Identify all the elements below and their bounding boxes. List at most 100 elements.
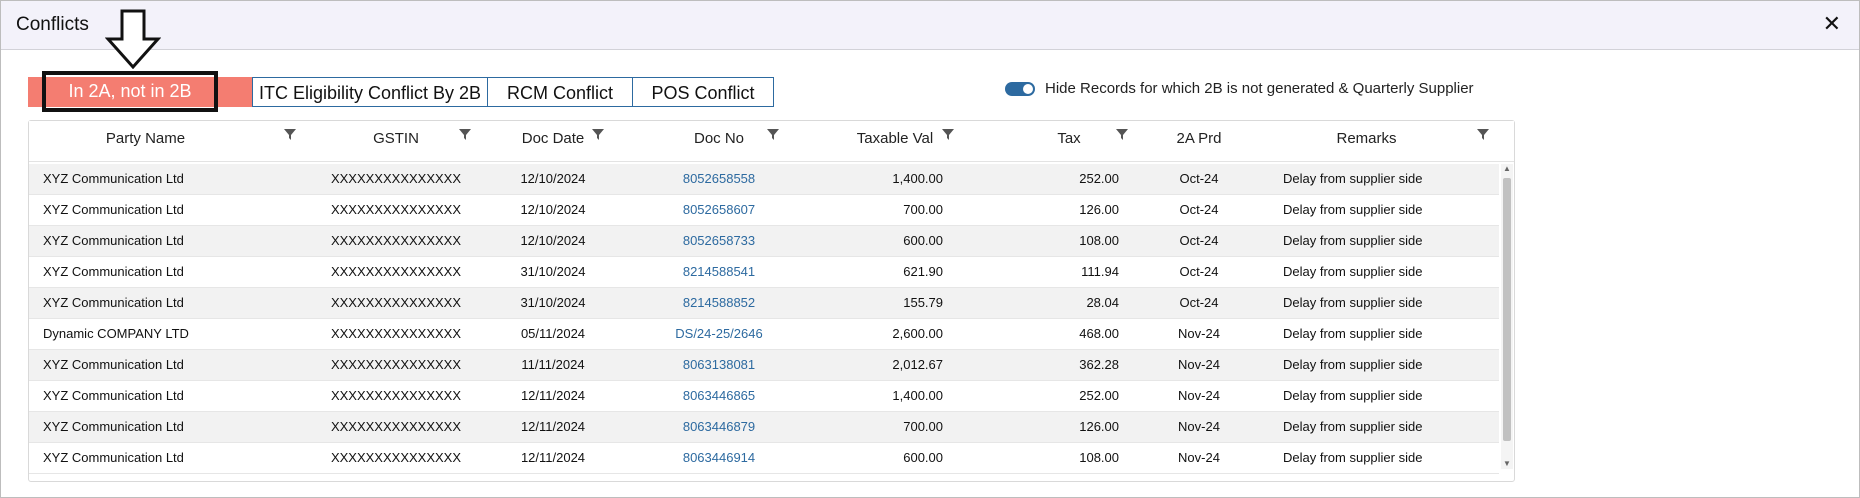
doc-no-link[interactable]: 8214588541 (682, 264, 756, 279)
table-row[interactable]: XYZ Communication Ltd XXXXXXXXXXXXXXX 31… (29, 257, 1499, 288)
doc-no-link[interactable]: 8063138081 (682, 357, 756, 372)
cell-taxable-val: 1,400.00 (892, 171, 943, 186)
table-row[interactable]: XYZ Communication Ltd XXXXXXXXXXXXXXX 12… (29, 226, 1499, 257)
modal-header: Conflicts ✕ (1, 1, 1859, 50)
cell-gstin: XXXXXXXXXXXXXXX (330, 202, 462, 217)
tab-rcm-conflict[interactable]: RCM Conflict (487, 77, 633, 107)
cell-remarks: Delay from supplier side (1283, 450, 1423, 465)
cell-tax: 468.00 (1079, 326, 1119, 341)
column-header-2a-prd: 2A Prd (1176, 130, 1222, 147)
scroll-thumb[interactable] (1503, 178, 1511, 441)
cell-gstin: XXXXXXXXXXXXXXX (330, 264, 462, 279)
down-arrow-icon (105, 9, 161, 69)
cell-taxable-val: 2,012.67 (892, 357, 943, 372)
doc-no-link[interactable]: 8063446879 (682, 419, 756, 434)
cell-doc-date: 31/10/2024 (520, 264, 586, 279)
table-row[interactable]: XYZ Communication Ltd XXXXXXXXXXXXXXX 31… (29, 288, 1499, 319)
doc-no-link[interactable]: 8063446865 (682, 388, 756, 403)
cell-remarks: Delay from supplier side (1283, 202, 1423, 217)
cell-remarks: Delay from supplier side (1283, 326, 1423, 341)
cell-remarks: Delay from supplier side (1283, 419, 1423, 434)
cell-party-name: XYZ Communication Ltd (43, 233, 184, 248)
close-icon[interactable]: ✕ (1822, 11, 1841, 36)
tab-label: RCM Conflict (506, 83, 613, 103)
cell-party-name: XYZ Communication Ltd (43, 202, 184, 217)
doc-no-link[interactable]: 8063446914 (682, 450, 756, 465)
cell-remarks: Delay from supplier side (1283, 264, 1423, 279)
tab-itc-eligibility-conflict[interactable]: ITC Eligibility Conflict By 2B (252, 77, 488, 107)
cell-party-name: XYZ Communication Ltd (43, 450, 184, 465)
filter-icon[interactable] (591, 127, 605, 141)
filter-icon[interactable] (283, 127, 297, 141)
cell-gstin: XXXXXXXXXXXXXXX (330, 357, 462, 372)
conflicts-grid: Party Name GSTIN Doc Date Doc No Taxable… (28, 120, 1515, 482)
column-header-doc-no: Doc No (693, 130, 745, 147)
doc-no-link[interactable]: 8052658558 (682, 171, 756, 186)
table-row[interactable]: XYZ Communication Ltd XXXXXXXXXXXXXXX 12… (29, 381, 1499, 412)
column-header-party-name: Party Name (105, 130, 186, 147)
cell-gstin: XXXXXXXXXXXXXXX (330, 295, 462, 310)
grid-header: Party Name GSTIN Doc Date Doc No Taxable… (29, 121, 1514, 162)
doc-no-link[interactable]: 8052658733 (682, 233, 756, 248)
tab-in-2a-not-in-2b[interactable] (28, 77, 252, 107)
cell-party-name: XYZ Communication Ltd (43, 357, 184, 372)
table-row[interactable]: XYZ Communication Ltd XXXXXXXXXXXXXXX 12… (29, 412, 1499, 443)
cell-taxable-val: 621.90 (903, 264, 943, 279)
cell-2a-prd: Oct-24 (1179, 171, 1219, 186)
cell-remarks: Delay from supplier side (1283, 233, 1423, 248)
filter-icon[interactable] (941, 127, 955, 141)
grid-body: XYZ Communication Ltd XXXXXXXXXXXXXXX 12… (29, 164, 1499, 474)
cell-doc-date: 11/11/2024 (521, 357, 585, 372)
cell-tax: 111.94 (1081, 264, 1119, 279)
cell-remarks: Delay from supplier side (1283, 171, 1423, 186)
cell-2a-prd: Nov-24 (1178, 357, 1220, 372)
cell-gstin: XXXXXXXXXXXXXXX (330, 326, 462, 341)
column-header-gstin: GSTIN (373, 130, 419, 147)
column-header-tax: Tax (1057, 130, 1081, 147)
scroll-up-icon[interactable]: ▲ (1503, 164, 1511, 173)
cell-taxable-val: 600.00 (903, 233, 943, 248)
hide-records-toggle[interactable] (1005, 82, 1035, 96)
cell-taxable-val: 600.00 (903, 450, 943, 465)
cell-taxable-val: 2,600.00 (892, 326, 943, 341)
cell-party-name: XYZ Communication Ltd (43, 171, 184, 186)
cell-tax: 362.28 (1079, 357, 1119, 372)
filter-icon[interactable] (458, 127, 472, 141)
cell-doc-date: 12/10/2024 (520, 202, 586, 217)
cell-2a-prd: Oct-24 (1179, 202, 1219, 217)
doc-no-link[interactable]: 8214588852 (682, 295, 756, 310)
doc-no-link[interactable]: 8052658607 (682, 202, 756, 217)
cell-2a-prd: Oct-24 (1179, 264, 1219, 279)
cell-taxable-val: 700.00 (903, 419, 943, 434)
toggle-knob (1023, 84, 1033, 94)
cell-doc-date: 12/11/2024 (520, 388, 586, 403)
cell-2a-prd: Oct-24 (1179, 295, 1219, 310)
table-row[interactable]: Dynamic COMPANY LTD XXXXXXXXXXXXXXX 05/1… (29, 319, 1499, 350)
tab-label: POS Conflict (651, 83, 755, 103)
doc-no-link[interactable]: DS/24-25/2646 (675, 326, 763, 341)
filter-icon[interactable] (766, 127, 780, 141)
cell-remarks: Delay from supplier side (1283, 357, 1423, 372)
cell-2a-prd: Nov-24 (1178, 419, 1220, 434)
table-row[interactable]: XYZ Communication Ltd XXXXXXXXXXXXXXX 11… (29, 350, 1499, 381)
filter-icon[interactable] (1115, 127, 1129, 141)
tab-pos-conflict[interactable]: POS Conflict (632, 77, 774, 107)
table-row[interactable]: XYZ Communication Ltd XXXXXXXXXXXXXXX 12… (29, 195, 1499, 226)
cell-gstin: XXXXXXXXXXXXXXX (330, 450, 462, 465)
filter-icon[interactable] (1476, 127, 1490, 141)
cell-2a-prd: Nov-24 (1178, 326, 1220, 341)
table-row[interactable]: XYZ Communication Ltd XXXXXXXXXXXXXXX 12… (29, 443, 1499, 474)
scroll-down-icon[interactable]: ▼ (1503, 459, 1511, 468)
tab-label: ITC Eligibility Conflict By 2B (258, 83, 482, 103)
cell-taxable-val: 155.79 (903, 295, 943, 310)
cell-gstin: XXXXXXXXXXXXXXX (330, 233, 462, 248)
table-row[interactable]: XYZ Communication Ltd XXXXXXXXXXXXXXX 12… (29, 164, 1499, 195)
vertical-scrollbar[interactable]: ▲ ▼ (1501, 164, 1513, 469)
hide-records-label: Hide Records for which 2B is not generat… (1045, 80, 1474, 97)
cell-party-name: XYZ Communication Ltd (43, 419, 184, 434)
cell-doc-date: 31/10/2024 (520, 295, 586, 310)
cell-remarks: Delay from supplier side (1283, 388, 1423, 403)
cell-tax: 28.04 (1086, 295, 1119, 310)
cell-doc-date: 12/11/2024 (520, 419, 586, 434)
